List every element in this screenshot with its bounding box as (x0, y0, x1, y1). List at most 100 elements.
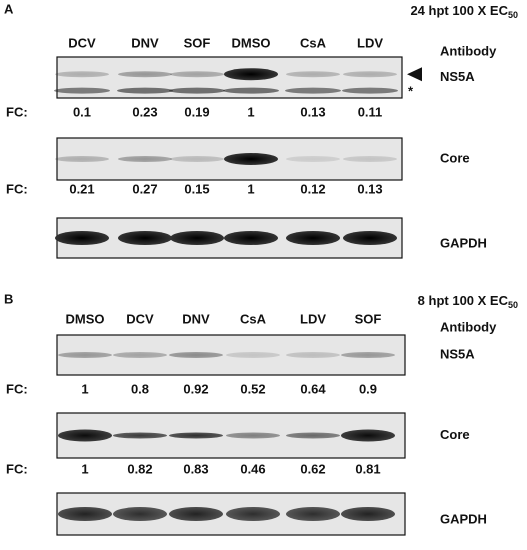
fc-value: 0.13 (357, 181, 382, 196)
blot-name: GAPDH (440, 511, 487, 526)
band (169, 87, 225, 94)
band (169, 507, 223, 521)
fc-value: 0.62 (300, 461, 325, 476)
band (113, 352, 167, 358)
band (170, 231, 224, 245)
band (341, 352, 395, 358)
band (170, 156, 224, 162)
fc-value: 0.9 (359, 381, 377, 396)
fc-value: 0.1 (73, 104, 91, 119)
band (286, 231, 340, 245)
fc-value: 0.19 (184, 104, 209, 119)
fc-value: 0.12 (300, 181, 325, 196)
band (341, 429, 395, 442)
band (226, 432, 280, 439)
band (343, 71, 397, 78)
band (286, 352, 340, 358)
band (226, 352, 280, 358)
band (117, 87, 173, 94)
band (224, 68, 278, 81)
blot-name: NS5A (440, 346, 475, 361)
band (224, 153, 278, 165)
condition: 8 hpt 100 X EC50 (418, 293, 518, 310)
lane-label: LDV (357, 35, 383, 50)
condition-subscript: 50 (508, 10, 518, 20)
band (285, 87, 341, 94)
lane-label: DMSO (232, 35, 271, 50)
fc-value: 1 (81, 461, 88, 476)
band (169, 432, 223, 439)
band (55, 71, 109, 78)
band (58, 352, 112, 358)
band (343, 231, 397, 245)
band (343, 156, 397, 162)
band (286, 156, 340, 162)
blot-name: Core (440, 427, 470, 442)
fc-value: 0.46 (240, 461, 265, 476)
band (54, 87, 110, 94)
fc-label: FC: (6, 104, 28, 119)
fc-value: 0.64 (300, 381, 326, 396)
antibody-header: Antibody (440, 43, 497, 58)
band (118, 156, 172, 162)
fc-value: 1 (247, 104, 254, 119)
blot-name: GAPDH (440, 235, 487, 250)
fc-value: 0.21 (69, 181, 94, 196)
fc-value: 1 (81, 381, 88, 396)
fc-value: 0.11 (358, 104, 383, 119)
band (55, 231, 109, 245)
band (286, 71, 340, 78)
band (58, 507, 112, 521)
band (341, 507, 395, 521)
band (286, 432, 340, 439)
fc-value: 0.23 (132, 104, 157, 119)
lane-label: DCV (126, 311, 154, 326)
band (113, 432, 167, 439)
fc-value: 0.8 (131, 381, 149, 396)
blot-name: Core (440, 150, 470, 165)
fc-label: FC: (6, 181, 28, 196)
blot-name: NS5A (440, 69, 475, 84)
band (118, 231, 172, 245)
condition-text: 24 hpt 100 X EC (410, 3, 508, 18)
band (169, 352, 223, 358)
band (118, 71, 172, 78)
lane-label: SOF (184, 35, 211, 50)
panel-label: B (4, 291, 13, 306)
lane-label: DCV (68, 35, 96, 50)
band (170, 71, 224, 78)
antibody-header: Antibody (440, 319, 497, 334)
fc-value: 0.15 (184, 181, 209, 196)
lane-label: CsA (300, 35, 327, 50)
arrowhead (407, 67, 422, 82)
band (286, 507, 340, 521)
band (226, 507, 280, 521)
lane-label: LDV (300, 311, 326, 326)
fc-value: 0.83 (183, 461, 208, 476)
panel-label: A (4, 1, 14, 16)
band (113, 507, 167, 521)
band (58, 429, 112, 442)
lane-label: DNV (182, 311, 210, 326)
fc-value: 0.92 (183, 381, 208, 396)
fc-value: 0.13 (300, 104, 325, 119)
fc-label: FC: (6, 461, 28, 476)
fc-value: 0.82 (127, 461, 152, 476)
fc-label: FC: (6, 381, 28, 396)
fc-value: 0.52 (240, 381, 265, 396)
fc-value: 1 (247, 181, 254, 196)
band (342, 87, 398, 94)
lane-label: SOF (355, 311, 382, 326)
band (224, 231, 278, 245)
band (55, 156, 109, 162)
lane-label: DMSO (66, 311, 105, 326)
condition: 24 hpt 100 X EC50 (410, 3, 518, 20)
fc-value: 0.27 (132, 181, 157, 196)
lane-label: CsA (240, 311, 267, 326)
condition-text: 8 hpt 100 X EC (418, 293, 509, 308)
condition-subscript: 50 (508, 300, 518, 310)
marker: * (408, 84, 414, 99)
band (223, 87, 279, 94)
lane-label: DNV (131, 35, 159, 50)
